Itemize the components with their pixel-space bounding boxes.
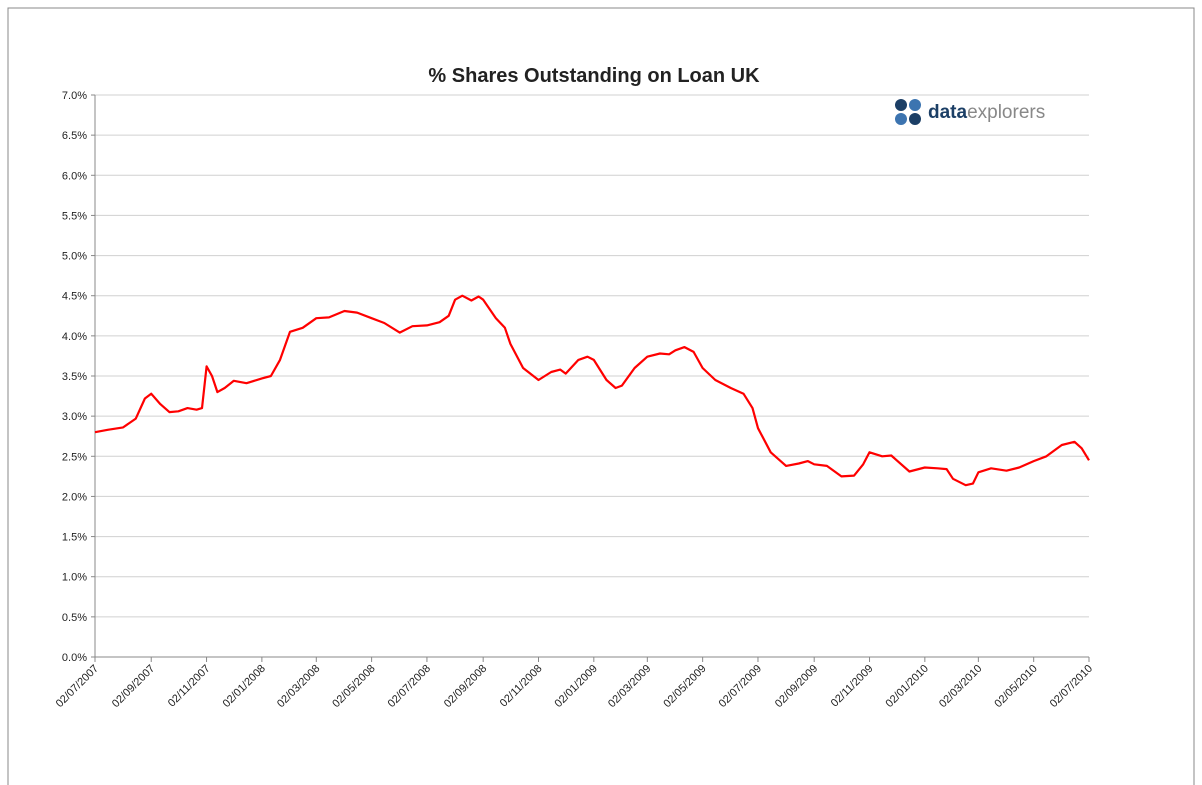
x-tick-label: 02/01/2010 [884, 663, 931, 710]
logo-icon [895, 99, 907, 111]
y-tick-label: 2.5% [62, 451, 87, 463]
frame [7, 7, 1195, 785]
logo: dataexplorers [895, 99, 1045, 125]
x-tick-label: 02/07/2008 [386, 663, 433, 710]
x-tick-label: 02/03/2010 [937, 663, 984, 710]
x-tick-label: 02/11/2009 [829, 663, 876, 710]
logo-text-light: explorers [967, 102, 1045, 123]
x-tick-label: 02/09/2007 [110, 663, 157, 710]
y-tick-label: 6.5% [62, 130, 87, 142]
y-tick-label: 1.5% [62, 532, 87, 544]
data-line [94, 294, 1090, 487]
x-tick-label: 02/11/2007 [166, 663, 213, 710]
y-tick-label: 3.0% [62, 411, 87, 423]
logo-icon [895, 113, 907, 125]
x-tick-label: 02/07/2009 [717, 663, 764, 710]
y-tick-label: 2.0% [62, 491, 87, 503]
x-tick-label: 02/07/2007 [54, 663, 101, 710]
x-tick-label: 02/03/2009 [606, 663, 653, 710]
chart-title: % Shares Outstanding on Loan UK [428, 65, 760, 87]
logo-text: dataexplorers [928, 102, 1045, 123]
x-tick-label: 02/09/2008 [442, 663, 489, 710]
x-tick-label: 02/05/2008 [330, 663, 377, 710]
x-tick-label: 02/05/2009 [661, 663, 708, 710]
x-tick-label: 02/03/2008 [275, 663, 322, 710]
logo-text-bold: data [928, 102, 968, 123]
y-tick-label: 4.0% [62, 331, 87, 343]
logo-icon [909, 99, 921, 111]
y-tick-label: 6.0% [62, 170, 87, 182]
x-tick-label: 02/01/2008 [221, 663, 268, 710]
x-tick-label: 02/09/2009 [773, 663, 820, 710]
x-tick-label: 02/01/2009 [553, 663, 600, 710]
x-tick-label: 02/07/2010 [1048, 663, 1095, 710]
y-tick-label: 3.5% [62, 371, 87, 383]
y-tick-label: 5.0% [62, 251, 87, 263]
y-tick-label: 5.5% [62, 210, 87, 222]
y-tick-label: 4.5% [62, 291, 87, 303]
y-tick-label: 0.5% [62, 612, 87, 624]
y-tick-label: 0.0% [62, 652, 87, 664]
y-tick-label: 1.0% [62, 572, 87, 584]
x-tick-label: 02/05/2010 [992, 663, 1039, 710]
y-tick-label: 7.0% [62, 90, 87, 102]
logo-icon [909, 113, 921, 125]
x-tick-label: 02/11/2008 [498, 663, 545, 710]
